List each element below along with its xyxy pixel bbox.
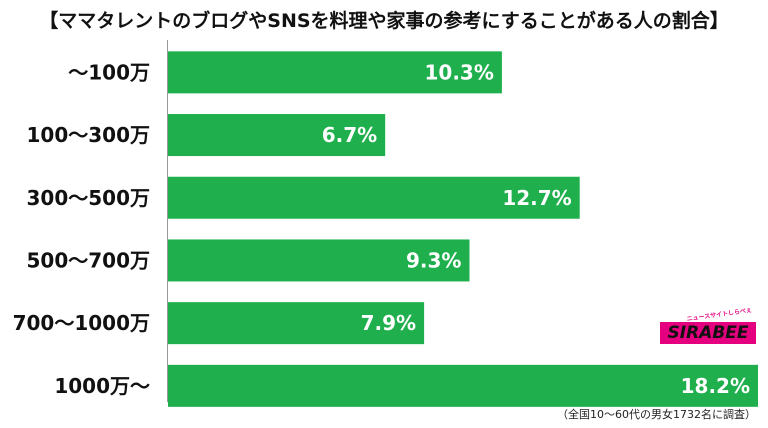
value-label-4: 7.9% <box>361 311 416 335</box>
category-label-5: 1000万～ <box>54 374 150 398</box>
chart-title: 【ママタレントのブログやSNSを料理や家事の参考にすることがある人の割合】 <box>39 10 729 32</box>
bar-0 <box>168 51 502 94</box>
value-label-1: 6.7% <box>322 123 377 147</box>
value-label-3: 9.3% <box>406 248 461 272</box>
bar-2 <box>168 176 580 219</box>
bars-group: ～100万 10.3% 100～300万 6.7% 300～500万 12.7% 500～7… <box>13 51 758 407</box>
footnote: （全国10～60代の男女1732名に調査） <box>557 408 756 421</box>
bar-3 <box>168 239 470 282</box>
category-label-3: 500～700万 <box>27 248 151 272</box>
sirabee-logo: ニュースサイトしらべぇ SIRABEE <box>660 307 756 344</box>
category-label-2: 300～500万 <box>27 186 151 210</box>
bar-1 <box>168 114 386 157</box>
category-label-1: 100～300万 <box>27 123 151 147</box>
logo-box: SIRABEE <box>660 322 756 344</box>
value-label-0: 10.3% <box>425 60 494 84</box>
value-label-5: 18.2% <box>681 374 750 398</box>
category-label-4: 700～1000万 <box>13 311 150 335</box>
logo-text: SIRABEE <box>667 323 749 343</box>
bar-4 <box>168 302 425 345</box>
bar-5 <box>168 364 758 407</box>
value-label-2: 12.7% <box>502 186 571 210</box>
category-label-0: ～100万 <box>68 60 150 84</box>
